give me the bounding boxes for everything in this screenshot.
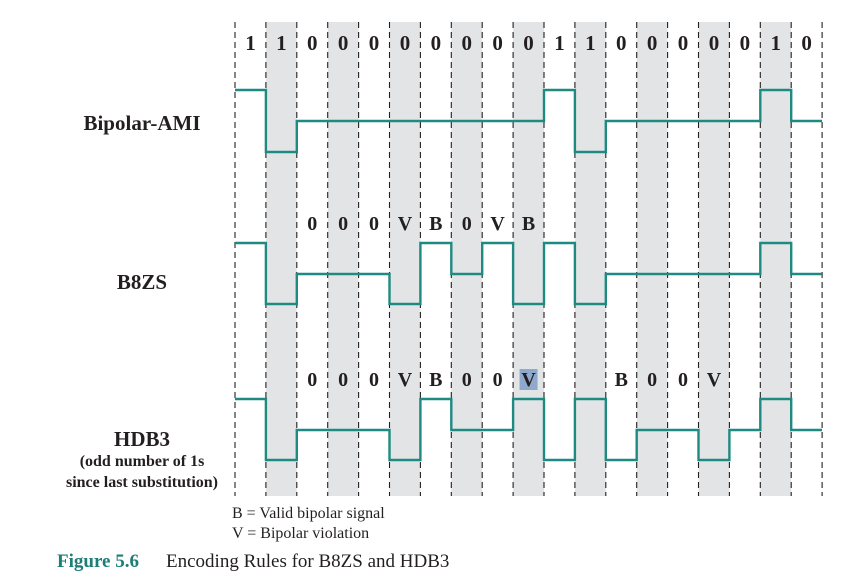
substitution-code: V [707,369,722,391]
bit-value: 0 [462,31,473,55]
waveforms [235,88,822,462]
caption-title: Encoding Rules for B8ZS and HDB3 [166,551,449,572]
signal-label-bipolar-ami: Bipolar-AMI [83,111,200,135]
substitution-code: 0 [338,213,348,235]
substitution-code: 0 [369,213,379,235]
substitution-code: 0 [307,213,317,235]
waveform-bipolar-ami [235,88,822,154]
bit-shading [265,22,792,496]
bit-value: 0 [647,31,658,55]
bit-value: 1 [245,31,256,55]
bit-value: 1 [585,31,596,55]
legend-b: B = Valid bipolar signal [232,505,385,522]
bit-value: 0 [616,31,627,55]
substitution-code: 0 [462,369,472,391]
bit-value: 1 [276,31,287,55]
bit-shade-9 [513,22,544,496]
substitution-code: V [398,369,413,391]
substitution-code: 0 [369,369,379,391]
substitution-code: 0 [647,369,657,391]
substitution-codes: 0 0 0 V B 0 V B0 0 0 V B 0 0 V B 0 0 V [307,213,721,391]
substitution-code: 0 [493,369,503,391]
substitution-code: V [490,213,505,235]
bit-value: 0 [492,31,503,55]
bit-value: 0 [431,31,442,55]
bit-value: 0 [709,31,720,55]
signal-label-hdb3: HDB3 [114,427,170,451]
substitution-code: B [522,213,535,235]
bit-shade-7 [451,22,483,496]
bit-shade-17 [760,22,792,496]
bit-shade-1 [265,22,297,496]
bit-value: 1 [554,31,565,55]
substitution-code: B [429,213,442,235]
bit-value: 0 [801,31,812,55]
bit-shade-11 [574,22,606,496]
signal-labels: Bipolar-AMI B8ZS HDB3 (odd number of 1s … [66,111,218,491]
waveform-b8zs [235,241,822,306]
legend: B = Valid bipolar signal V = Bipolar vio… [232,505,385,542]
signal-sublabel-hdb3-line2: since last substitution) [66,474,218,491]
substitution-code: 0 [678,369,688,391]
bit-value: 0 [523,31,534,55]
substitution-code: 0 [462,213,472,235]
bit-value: 1 [771,31,782,55]
bit-value: 0 [740,31,751,55]
bit-value: 0 [678,31,689,55]
substitution-code: B [615,369,628,391]
highlighted-code-bg [519,369,538,390]
bit-value: 0 [369,31,380,55]
bit-shade-15 [698,22,730,496]
caption-number: Figure 5.6 [57,551,139,572]
bit-shade-3 [327,22,359,496]
signal-sublabel-hdb3-line1: (odd number of 1s [80,453,205,470]
substitution-code: 0 [307,369,317,391]
bit-value: 0 [400,31,411,55]
bit-shade-13 [636,22,668,496]
substitution-code: V [521,369,536,391]
substitution-code: 0 [338,369,348,391]
figure-caption: Figure 5.6 Encoding Rules for B8ZS and H… [57,551,449,572]
substitution-code: V [398,213,413,235]
bit-value: 0 [338,31,349,55]
legend-v: V = Bipolar violation [232,525,369,542]
bit-value: 0 [307,31,318,55]
substitution-code: B [429,369,442,391]
signal-label-b8zs: B8ZS [117,270,167,294]
bit-shade-5 [389,22,421,496]
waveform-hdb3 [235,397,822,462]
